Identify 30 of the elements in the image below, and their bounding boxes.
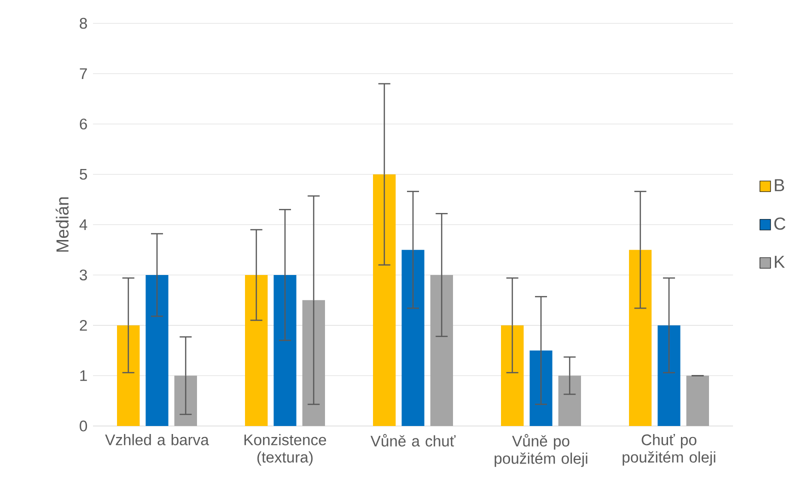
bar [245,274,268,426]
y-tick-label: 3 [80,270,87,280]
y-tick-label: 0 [80,420,88,432]
bar [274,274,296,426]
y-axis-title: Medián [56,197,69,252]
x-tick-label: Chuť po použitém oleji [622,434,716,466]
x-tick-label: Vůně po použitém oleji [494,434,588,467]
y-tick-label: 7 [80,68,87,79]
bar [658,325,680,426]
y-tick-label: 1 [80,370,87,381]
legend-label: B [774,179,784,192]
x-tick-label: Vzhled a barva [105,434,209,446]
bar [402,250,424,426]
y-tick-label: 5 [80,168,87,180]
y-tick-label: 6 [80,118,87,130]
bar [686,376,709,426]
bar [117,325,140,426]
legend-label: K [774,256,785,268]
y-tick-label: 8 [80,18,87,29]
x-tick-label: Konzistence (textura) [244,434,326,466]
bar [373,174,396,426]
x-tick-label: Vůně a chuť [370,434,456,447]
bar [558,376,581,426]
y-tick-label: 4 [79,219,88,230]
bar [146,274,168,426]
legend-label: C [774,217,786,230]
y-tick-label: 2 [80,320,87,331]
bar [430,274,453,426]
bar [501,325,524,426]
bar [628,250,652,426]
